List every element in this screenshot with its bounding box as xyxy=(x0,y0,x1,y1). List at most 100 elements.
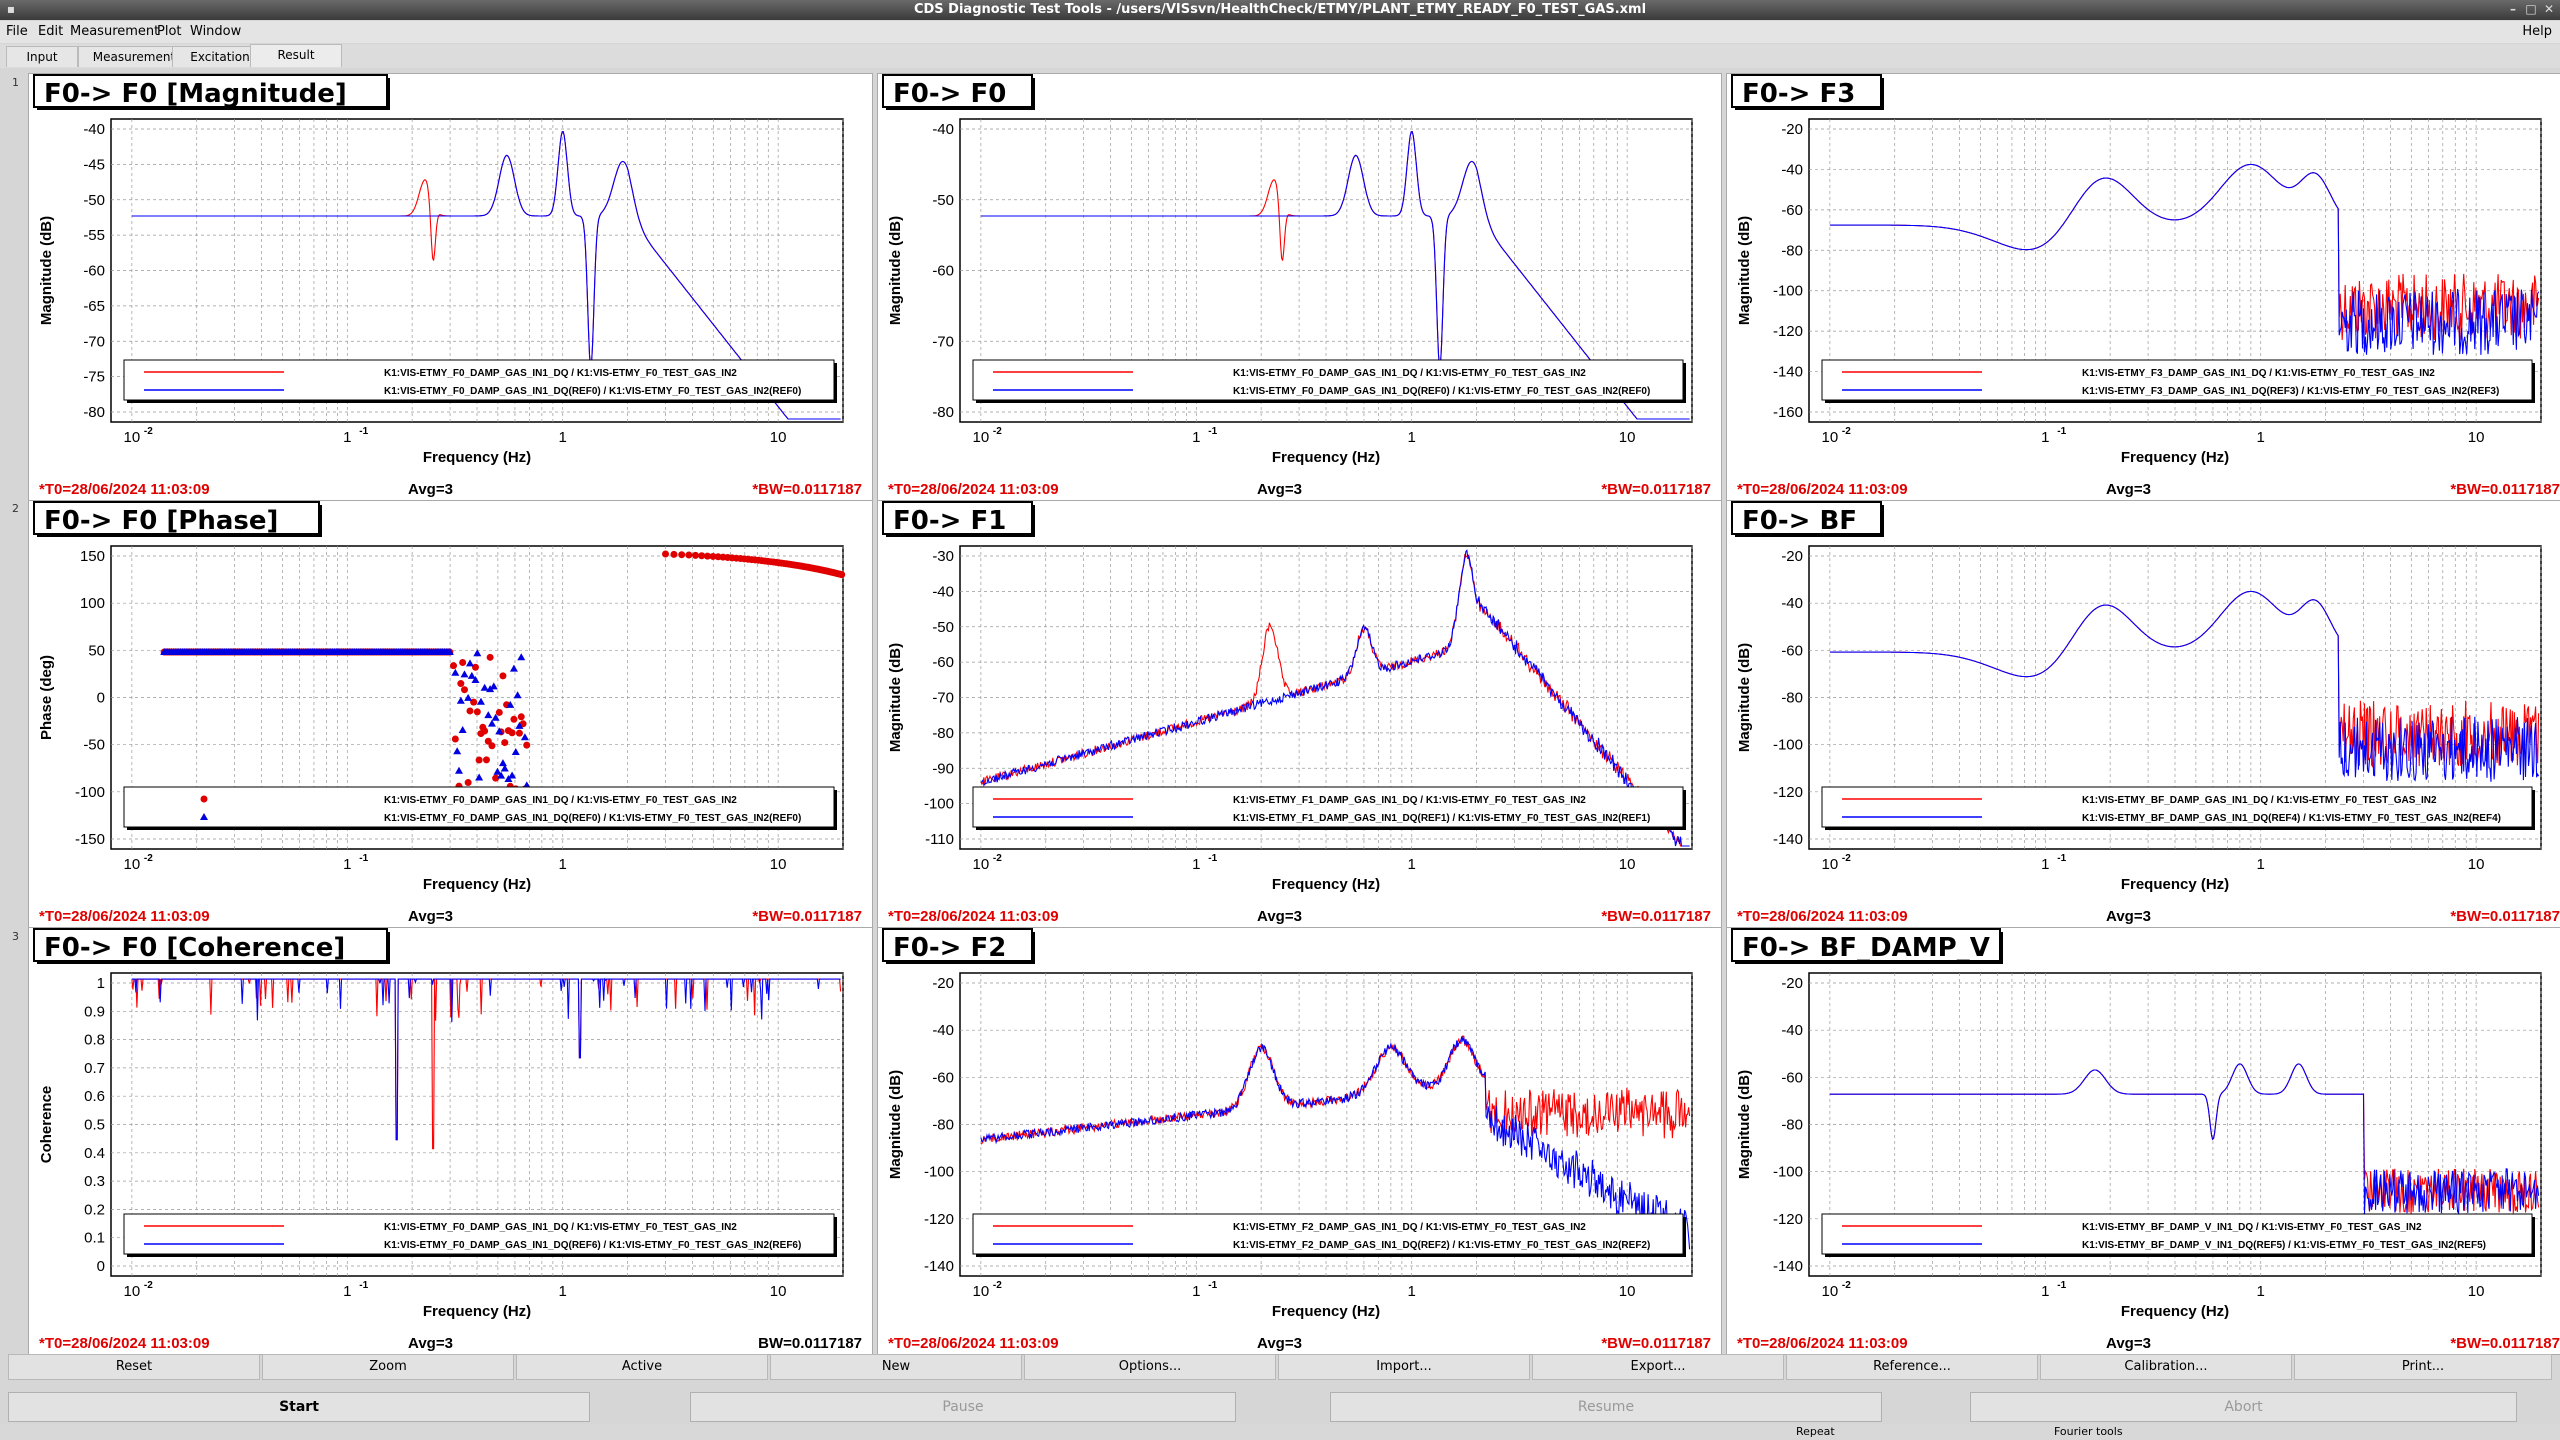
menu-help[interactable]: Help xyxy=(2522,24,2552,39)
menu-edit[interactable]: Edit xyxy=(38,24,64,39)
x-tick-label: 1 xyxy=(1192,429,1200,446)
y-tick-label: 0.2 xyxy=(84,1201,105,1218)
close-icon[interactable]: ✕ xyxy=(2543,2,2555,16)
x-tick-exponent: -1 xyxy=(1208,853,1217,864)
avg-label: Avg=3 xyxy=(408,1335,453,1352)
x-axis-label: Frequency (Hz) xyxy=(2121,876,2229,893)
phase-marker-blue xyxy=(498,759,507,767)
x-tick-label: 1 xyxy=(2041,1283,2049,1300)
phase-marker-red xyxy=(495,708,503,716)
t0-label: *T0=28/06/2024 11:03:09 xyxy=(1737,908,1908,925)
y-tick-label: -110 xyxy=(925,831,954,848)
y-axis-label: Magnitude (dB) xyxy=(887,643,904,752)
print-button[interactable]: Print... xyxy=(2294,1354,2552,1380)
plot-title: F0-> F0 [Coherence] xyxy=(44,933,345,963)
plot-title-box: F0-> F0 xyxy=(882,74,1035,110)
x-tick-exponent: -1 xyxy=(1208,1280,1217,1291)
minimize-icon[interactable]: – xyxy=(2510,2,2516,16)
status-repeat: Repeat xyxy=(1796,1425,1835,1438)
plot-pad-4[interactable]: 150 100 50 0 -50 -100 -150 10 -2 1 -1 1 10 Frequency … xyxy=(28,500,873,928)
phase-marker-blue xyxy=(520,733,529,741)
phase-marker-blue xyxy=(460,670,469,678)
tab-input[interactable]: Input xyxy=(6,46,78,67)
trace-blue xyxy=(131,977,841,1141)
window-menu-icon[interactable]: ▪ xyxy=(6,2,16,16)
phase-marker-blue xyxy=(451,668,460,676)
plot-pad-3[interactable]: -20 -40 -60 -80 -100 -120 -140 -160 10 -2 1 -1 1 10 Fr… xyxy=(1726,73,2560,501)
import-button[interactable]: Import... xyxy=(1278,1354,1530,1380)
phase-marker-blue xyxy=(454,766,463,774)
y-axis-label: Phase (deg) xyxy=(38,655,55,740)
y-tick-label: -120 xyxy=(1773,323,1803,340)
y-tick-label: 1 xyxy=(97,975,105,992)
plot-title-box: F0-> F3 xyxy=(1731,74,1884,110)
start-button[interactable]: Start xyxy=(8,1392,590,1422)
phase-marker-red xyxy=(678,551,686,559)
y-axis-label: Magnitude (dB) xyxy=(1736,1070,1753,1179)
y-tick-label: 0 xyxy=(97,1258,105,1275)
menu-plot[interactable]: Plot xyxy=(157,24,182,39)
resume-button[interactable]: Resume xyxy=(1330,1392,1882,1422)
plot-pad-7[interactable]: 1 0.9 0.8 0.7 0.6 0.5 0.4 0.3 0.2 0.1 0 10 -2 1 -1 1 10 F… xyxy=(28,927,873,1355)
tab-measurement[interactable]: Measurement xyxy=(78,46,190,67)
calibration-button[interactable]: Calibration... xyxy=(2040,1354,2292,1380)
options-button[interactable]: Options... xyxy=(1024,1354,1276,1380)
y-tick-label: 0.1 xyxy=(84,1230,105,1247)
tab-excitation[interactable]: Excitation xyxy=(172,46,268,67)
x-tick-label: 1 xyxy=(1408,856,1416,873)
y-tick-label: -60 xyxy=(932,263,954,280)
phase-marker-blue xyxy=(493,767,502,775)
bw-label: *BW=0.0117187 xyxy=(752,908,862,925)
phase-marker-red xyxy=(662,550,670,558)
pause-button[interactable]: Pause xyxy=(690,1392,1236,1422)
x-axis-label: Frequency (Hz) xyxy=(423,449,531,466)
plot-pad-2[interactable]: -40 -50 -60 -70 -80 10 -2 1 -1 1 10 Frequency (Hz) M… xyxy=(877,73,1722,501)
x-tick-exponent: -2 xyxy=(1842,426,1851,437)
legend-entry: K1:VIS-ETMY_F3_DAMP_GAS_IN1_DQ / K1:VIS-… xyxy=(2082,368,2435,379)
plot-pad-8[interactable]: -20 -40 -60 -80 -100 -120 -140 10 -2 1 -1 1 10 Freque… xyxy=(877,927,1722,1355)
plot-pad-1[interactable]: -40 -45 -50 -55 -60 -65 -70 -75 -80 10 -2 1 -1 1 10 Fre… xyxy=(28,73,873,501)
status-bar: Repeat Fourier tools xyxy=(0,1424,2560,1440)
phase-marker-red xyxy=(709,552,717,560)
phase-marker-red xyxy=(704,552,712,560)
menu-window[interactable]: Window xyxy=(190,24,242,39)
phase-marker-red xyxy=(517,713,525,721)
x-tick-label: 1 xyxy=(2041,429,2049,446)
plot-pad-6[interactable]: -20 -40 -60 -80 -100 -120 -140 10 -2 1 -1 1 10 Freque… xyxy=(1726,500,2560,928)
new-button[interactable]: New xyxy=(770,1354,1022,1380)
y-tick-label: -75 xyxy=(83,369,105,386)
maximize-icon[interactable]: □ xyxy=(2525,2,2537,16)
zoom-button[interactable]: Zoom xyxy=(262,1354,514,1380)
reset-button[interactable]: Reset xyxy=(8,1354,260,1380)
legend-entry: K1:VIS-ETMY_F0_DAMP_GAS_IN1_DQ(REF0) / K… xyxy=(1233,386,1650,397)
active-button[interactable]: Active xyxy=(516,1354,768,1380)
plot-pad-9[interactable]: -20 -40 -60 -80 -100 -120 -140 10 -2 1 -1 1 10 Freque… xyxy=(1726,927,2560,1355)
y-tick-label: -140 xyxy=(924,1258,954,1275)
t0-label: *T0=28/06/2024 11:03:09 xyxy=(1737,481,1908,498)
avg-label: Avg=3 xyxy=(1257,481,1302,498)
export-button[interactable]: Export... xyxy=(1532,1354,1784,1380)
t0-label: *T0=28/06/2024 11:03:09 xyxy=(39,481,210,498)
x-axis-label: Frequency (Hz) xyxy=(1272,876,1380,893)
legend-box: K1:VIS-ETMY_F0_DAMP_GAS_IN1_DQ / K1:VIS-… xyxy=(123,359,837,403)
phase-marker-red xyxy=(482,756,490,764)
plot-pad-5[interactable]: -30 -40 -50 -60 -70 -80 -90 -100 -110 10 -2 1 -1 1 10 F… xyxy=(877,500,1722,928)
menu-measurement[interactable]: Measurement xyxy=(70,24,160,39)
abort-button[interactable]: Abort xyxy=(1970,1392,2517,1422)
phase-marker-blue xyxy=(456,696,465,704)
y-tick-label: -20 xyxy=(1781,121,1803,138)
reference-button[interactable]: Reference... xyxy=(1786,1354,2038,1380)
menu-file[interactable]: File xyxy=(6,24,28,39)
tab-result[interactable]: Result xyxy=(250,44,342,67)
y-tick-label: -70 xyxy=(932,690,954,707)
x-tick-label: 1 xyxy=(2257,856,2265,873)
